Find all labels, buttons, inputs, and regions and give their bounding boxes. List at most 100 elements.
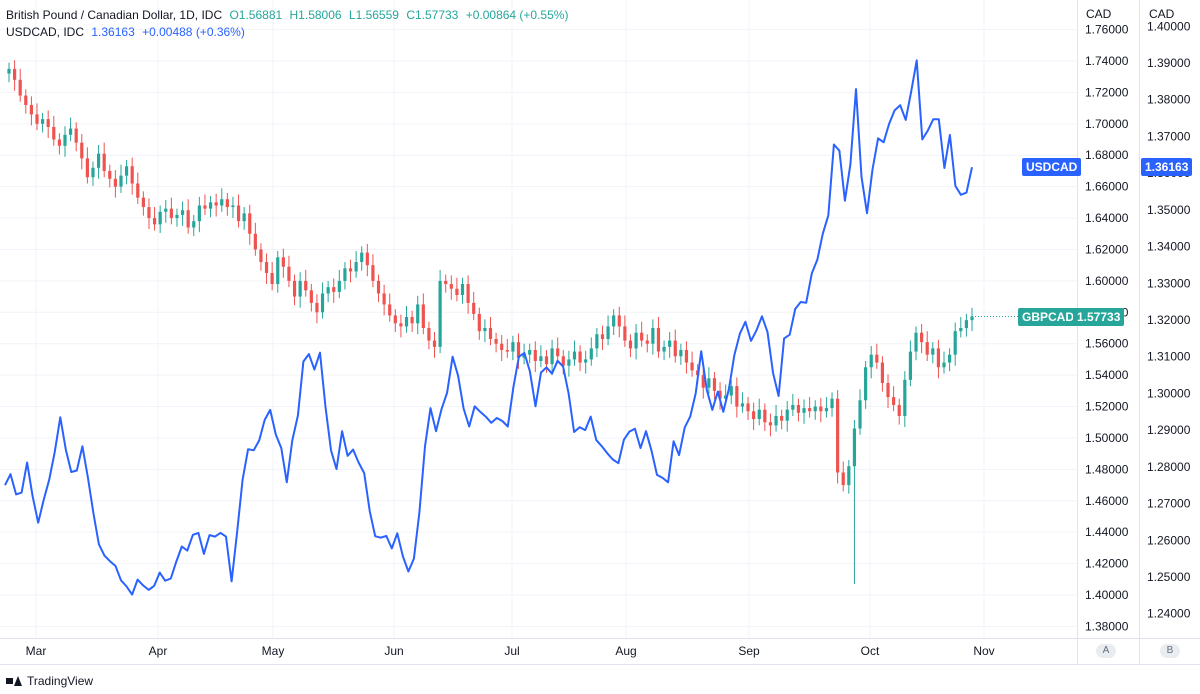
gbpcad-candle bbox=[556, 337, 560, 363]
candle-body bbox=[668, 340, 672, 347]
candle-body bbox=[488, 328, 493, 339]
gbpcad-candle bbox=[600, 325, 605, 350]
gbpcad-candle bbox=[315, 294, 319, 324]
gbpcad-candle bbox=[119, 164, 123, 193]
candle-body bbox=[315, 302, 319, 313]
candle-body bbox=[505, 349, 509, 352]
gbpcad-candle bbox=[869, 346, 873, 379]
gbpcad-candle bbox=[472, 291, 476, 321]
gbpcad-candle bbox=[281, 248, 285, 278]
candle-body bbox=[824, 408, 829, 412]
candle-body bbox=[410, 317, 414, 324]
gbpcad-tick-label: 1.38000 bbox=[1085, 619, 1129, 633]
candle-body bbox=[124, 166, 129, 176]
gbpcad-candle bbox=[309, 284, 313, 312]
candle-body bbox=[959, 328, 963, 332]
candle-body bbox=[864, 367, 868, 401]
gbpcad-candle bbox=[623, 315, 627, 347]
gbpcad-tick-label: 1.60000 bbox=[1085, 274, 1129, 288]
candle-body bbox=[477, 313, 481, 332]
candle-body bbox=[113, 178, 117, 187]
gbpcad-candle bbox=[35, 103, 39, 131]
candle-body bbox=[108, 170, 112, 179]
gbpcad-tick-label: 1.48000 bbox=[1085, 462, 1129, 476]
candle-body bbox=[472, 302, 476, 314]
gbpcad-open: O1.56881 bbox=[229, 8, 283, 22]
gbpcad-candle bbox=[203, 194, 207, 215]
candle-body bbox=[852, 428, 857, 467]
month-tick-label: Nov bbox=[973, 644, 994, 658]
candle-body bbox=[52, 126, 56, 140]
gbpcad-candle bbox=[819, 397, 823, 423]
scale-a-badge[interactable]: A bbox=[1096, 644, 1116, 658]
gbpcad-candle bbox=[343, 262, 347, 290]
candle-body bbox=[164, 208, 168, 212]
candle-body bbox=[511, 342, 515, 352]
gbpcad-candle bbox=[651, 319, 655, 355]
candle-body bbox=[617, 315, 621, 327]
gbpcad-change: +0.00864 (+0.55%) bbox=[465, 8, 569, 22]
candle-body bbox=[96, 153, 101, 168]
candle-body bbox=[651, 328, 655, 344]
gbpcad-candle bbox=[416, 295, 420, 335]
candle-body bbox=[796, 404, 801, 413]
candle-body bbox=[556, 348, 560, 357]
gbpcad-tick-label: 1.46000 bbox=[1085, 494, 1129, 508]
gbpcad-candle bbox=[668, 331, 672, 358]
month-tick-label: Jun bbox=[384, 644, 403, 658]
candle-body bbox=[880, 362, 885, 383]
candle-body bbox=[791, 404, 795, 410]
candle-body bbox=[836, 398, 840, 473]
gbpcad-tick-label: 1.70000 bbox=[1085, 117, 1129, 131]
gbpcad-candle bbox=[57, 133, 61, 155]
usdcad-tick-label: 1.37000 bbox=[1147, 129, 1191, 143]
usdcad-tick-label: 1.25000 bbox=[1147, 570, 1191, 584]
usdcad-legend[interactable]: USDCAD, IDC 1.36163 +0.00488 (+0.36%) bbox=[6, 25, 249, 39]
candle-body bbox=[192, 221, 196, 228]
candle-body bbox=[147, 207, 151, 219]
gbpcad-candle bbox=[483, 319, 487, 343]
gbpcad-tick-label: 1.76000 bbox=[1085, 23, 1129, 37]
candle-body bbox=[276, 257, 280, 285]
gbpcad-candle bbox=[567, 350, 571, 377]
candle-body bbox=[248, 213, 252, 234]
candle-body bbox=[438, 280, 442, 347]
candle-body bbox=[292, 280, 297, 297]
candle-body bbox=[606, 326, 610, 339]
gbpcad-legend[interactable]: British Pound / Canadian Dollar, 1D, IDC… bbox=[6, 8, 572, 22]
candle-body bbox=[169, 208, 173, 219]
gbpcad-candle bbox=[393, 309, 397, 332]
candle-body bbox=[724, 395, 728, 399]
gbpcad-candle bbox=[684, 341, 689, 374]
gbpcad-candle bbox=[712, 371, 717, 400]
candle-body bbox=[802, 408, 806, 413]
gbpcad-candle bbox=[830, 392, 834, 417]
gbpcad-candle bbox=[404, 306, 409, 333]
gbpcad-candle bbox=[612, 309, 616, 336]
tradingview-footer[interactable]: TradingView bbox=[6, 674, 93, 688]
candle-body bbox=[371, 265, 375, 281]
candle-body bbox=[57, 139, 61, 146]
gbpcad-candle bbox=[113, 170, 117, 198]
gbpcad-candle bbox=[841, 461, 845, 492]
gbpcad-candle bbox=[449, 275, 453, 300]
gbpcad-candle bbox=[270, 262, 274, 291]
gbpcad-series-label: GBPCAD bbox=[1018, 307, 1079, 326]
candle-body bbox=[869, 354, 873, 368]
gbpcad-candle bbox=[836, 390, 840, 484]
gbpcad-candle bbox=[802, 399, 806, 424]
gbpcad-candle bbox=[539, 345, 543, 368]
candle-body bbox=[29, 104, 33, 115]
candle-body bbox=[376, 280, 381, 294]
gbpcad-candle bbox=[628, 334, 633, 358]
candle-body bbox=[309, 290, 313, 303]
candle-body bbox=[18, 79, 22, 96]
gbpcad-candle bbox=[136, 172, 140, 204]
candle-body bbox=[690, 362, 694, 371]
scale-b-badge[interactable]: B bbox=[1160, 644, 1180, 658]
candle-body bbox=[561, 356, 565, 366]
gbpcad-legend-name: British Pound / Canadian Dollar, 1D, IDC bbox=[6, 8, 223, 22]
usdcad-tick-label: 1.33000 bbox=[1147, 276, 1191, 290]
usdcad-series-label: USDCAD bbox=[1022, 158, 1082, 177]
